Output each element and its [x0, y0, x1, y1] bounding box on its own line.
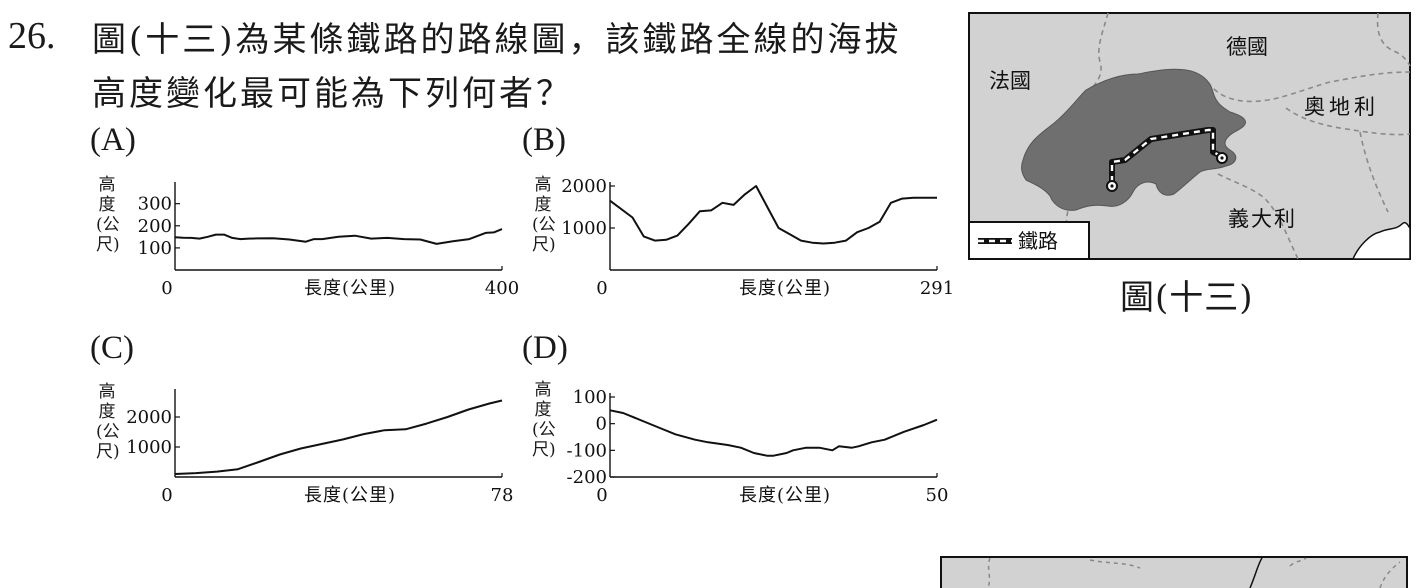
ylabel-char: 度	[534, 400, 552, 420]
chart-b-ylabel: 高 度 (公 尺)	[532, 175, 556, 255]
chart-a-ylabel: 高 度 (公 尺)	[96, 175, 120, 255]
ylabel-char: 尺)	[96, 442, 120, 462]
elevation-line	[609, 409, 938, 457]
x-tick-label: 50	[926, 485, 949, 506]
option-a-label: (A)	[90, 122, 136, 158]
question-number: 26.	[8, 15, 56, 57]
map-label-germany: 德國	[1226, 35, 1268, 59]
x-tick-label: 0	[596, 485, 607, 506]
x-axis-label: 長度(公里)	[739, 278, 831, 299]
question-line-2: 高度變化最可能為下列何者？	[92, 74, 573, 114]
ylabel-char: 高	[98, 382, 116, 402]
switzerland-shape	[1021, 68, 1246, 211]
y-tick-label: -100	[567, 440, 607, 461]
chart-c-plot: 2000 1000 0 78 長度(公里)	[126, 389, 514, 506]
x-tick-label: 0	[161, 278, 172, 299]
map-caption: 圖(十三)	[1120, 278, 1254, 318]
x-tick-label: 0	[596, 278, 607, 299]
x-axis-label: 長度(公里)	[739, 485, 831, 506]
elevation-line	[174, 228, 503, 245]
y-tick-label: 0	[596, 414, 607, 435]
x-tick-label: 78	[491, 485, 514, 506]
y-tick-label: 200	[138, 216, 172, 237]
ylabel-char: 尺)	[532, 235, 556, 255]
y-tick-label: -200	[567, 467, 607, 488]
coastline	[1351, 221, 1411, 260]
y-tick-label: 1000	[126, 437, 172, 458]
railway-line	[1106, 127, 1228, 192]
ylabel-char: 尺)	[96, 235, 120, 255]
y-tick-label: 100	[573, 387, 607, 408]
ylabel-char: 高	[534, 175, 552, 195]
map-label-france: 法國	[989, 69, 1031, 93]
chart-c-ylabel: 高 度 (公 尺)	[96, 382, 120, 462]
question-line-1: 圖(十三)為某條鐵路的路線圖，該鐵路全線的海拔	[92, 20, 902, 60]
elevation-line	[174, 399, 503, 475]
ylabel-char: (公	[96, 215, 120, 235]
next-map-fragment	[940, 556, 1408, 588]
y-tick-label: 100	[138, 238, 172, 259]
map-legend: 鐵路	[968, 221, 1090, 260]
ylabel-char: 度	[98, 195, 116, 215]
x-tick-label: 400	[485, 278, 519, 299]
ylabel-char: (公	[532, 215, 556, 235]
x-axis-label: 長度(公里)	[304, 485, 396, 506]
chart-b-plot: 2000 1000 0 291 長度(公里)	[561, 178, 954, 299]
x-tick-label: 291	[920, 278, 954, 299]
elevation-line	[609, 185, 937, 245]
option-d-label: (D)	[522, 330, 568, 366]
ylabel-char: 尺)	[532, 440, 556, 460]
x-tick-label: 0	[161, 485, 172, 506]
ylabel-char: 高	[98, 175, 116, 195]
railway-map: 德國 法國 奧地利 義大利 鐵路	[968, 12, 1411, 260]
legend-railway-label: 鐵路	[1018, 229, 1058, 253]
y-tick-label: 1000	[561, 218, 607, 239]
option-c-label: (C)	[90, 330, 134, 366]
ylabel-char: (公	[532, 420, 556, 440]
option-b-label: (B)	[522, 122, 566, 158]
map-label-austria: 奧地利	[1304, 95, 1379, 119]
ylabel-char: 度	[534, 195, 552, 215]
x-axis-label: 長度(公里)	[304, 278, 396, 299]
y-tick-label: 300	[138, 194, 172, 215]
ylabel-char: 高	[534, 380, 552, 400]
ylabel-char: (公	[96, 422, 120, 442]
y-tick-label: 2000	[561, 178, 607, 197]
y-tick-label: 2000	[126, 407, 172, 428]
chart-d-ylabel: 高 度 (公 尺)	[532, 380, 556, 460]
map-label-italy: 義大利	[1228, 207, 1297, 231]
ylabel-char: 度	[98, 402, 116, 422]
